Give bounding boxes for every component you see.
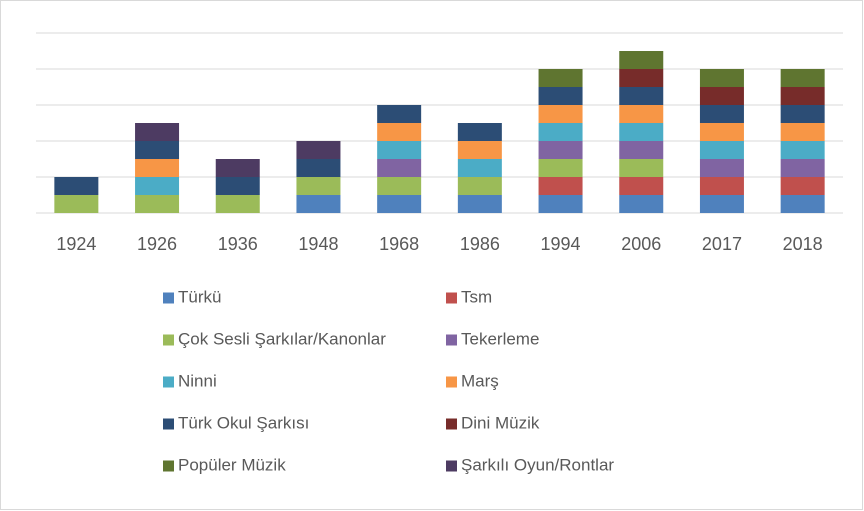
legend-swatch xyxy=(446,460,457,472)
bar-segment xyxy=(457,141,502,159)
legend-label: Tsm xyxy=(461,287,492,306)
bar-segment xyxy=(780,87,825,105)
legend-label: Dini Müzik xyxy=(461,413,540,432)
x-tick-label: 2018 xyxy=(783,234,823,254)
legend-swatch xyxy=(446,292,457,304)
x-tick-label: 1994 xyxy=(541,234,581,254)
bar-segment xyxy=(780,195,825,213)
bar-segment xyxy=(135,195,180,213)
bar-segment xyxy=(215,159,260,177)
x-tick-label: 1986 xyxy=(460,234,500,254)
bar-segment xyxy=(377,177,422,195)
x-tick-label: 2017 xyxy=(702,234,742,254)
bar-segment xyxy=(780,69,825,87)
bar-segment xyxy=(54,177,99,195)
bar-segment xyxy=(538,141,583,159)
legend-label: Türk Okul Şarkısı xyxy=(178,413,309,432)
legend-swatch xyxy=(446,334,457,346)
bar-segment xyxy=(699,195,744,213)
bar-segment xyxy=(780,105,825,123)
x-tick-label: 1924 xyxy=(56,234,96,254)
bar-segment xyxy=(135,159,180,177)
bar-segment xyxy=(135,177,180,195)
bar-segment xyxy=(619,69,664,87)
bar-segment xyxy=(457,195,502,213)
bar-segment xyxy=(296,141,341,159)
legend-label: Şarkılı Oyun/Rontlar xyxy=(461,455,614,474)
bar-segment xyxy=(377,141,422,159)
x-tick-label: 1936 xyxy=(218,234,258,254)
legend-label: Marş xyxy=(461,371,499,390)
bar-segment xyxy=(54,195,99,213)
bar-segment xyxy=(699,123,744,141)
bar-segment xyxy=(538,69,583,87)
bar-segment xyxy=(457,177,502,195)
bar-segment xyxy=(377,159,422,177)
bar-segment xyxy=(619,123,664,141)
bar-segment xyxy=(538,177,583,195)
bar-segment xyxy=(619,51,664,69)
bar-segment xyxy=(699,141,744,159)
bar-segment xyxy=(457,159,502,177)
bar-segment xyxy=(619,195,664,213)
bar-segment xyxy=(699,69,744,87)
legend-swatch xyxy=(163,460,174,472)
bar-segment xyxy=(377,195,422,213)
bar-segment xyxy=(538,87,583,105)
bar-segment xyxy=(296,177,341,195)
bar-segment xyxy=(135,141,180,159)
bar-segment xyxy=(780,159,825,177)
legend-label: Popüler Müzik xyxy=(178,455,286,474)
bar-segment xyxy=(699,87,744,105)
bar-segment xyxy=(135,123,180,141)
bar-segment xyxy=(296,159,341,177)
legend-label: Tekerleme xyxy=(461,329,539,348)
x-tick-label: 1926 xyxy=(137,234,177,254)
legend-swatch xyxy=(446,376,457,388)
legend-swatch xyxy=(163,334,174,346)
bar-segment xyxy=(538,123,583,141)
bar-segment xyxy=(215,177,260,195)
x-tick-label: 1948 xyxy=(298,234,338,254)
x-tick-label: 1968 xyxy=(379,234,419,254)
legend-swatch xyxy=(163,376,174,388)
bar-segment xyxy=(215,195,260,213)
bar-segment xyxy=(699,159,744,177)
bar-segment xyxy=(296,195,341,213)
legend-label: Ninni xyxy=(178,371,217,390)
bar-segment xyxy=(538,195,583,213)
bar-segment xyxy=(538,105,583,123)
bar-segment xyxy=(699,105,744,123)
bar-segment xyxy=(780,177,825,195)
bar-segment xyxy=(619,177,664,195)
legend-swatch xyxy=(163,292,174,304)
bar-segment xyxy=(619,105,664,123)
legend-swatch xyxy=(163,418,174,430)
bar-segment xyxy=(377,123,422,141)
legend-label: Çok Sesli Şarkılar/Kanonlar xyxy=(178,329,386,348)
legend-label: Türkü xyxy=(178,287,221,306)
bar-segment xyxy=(619,87,664,105)
bar-segment xyxy=(619,159,664,177)
bar-segment xyxy=(780,123,825,141)
bar-segment xyxy=(780,141,825,159)
x-tick-label: 2006 xyxy=(621,234,661,254)
bar-segment xyxy=(538,159,583,177)
legend-swatch xyxy=(446,418,457,430)
bar-segment xyxy=(619,141,664,159)
bar-segment xyxy=(457,123,502,141)
bar-segment xyxy=(699,177,744,195)
bar-segment xyxy=(377,105,422,123)
